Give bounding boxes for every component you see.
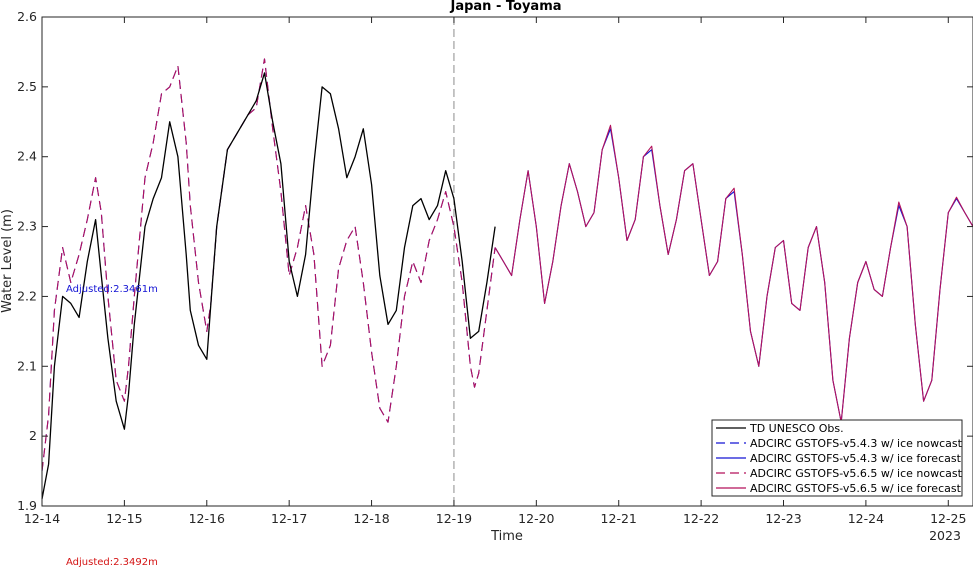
series-line xyxy=(41,58,496,472)
legend: TD UNESCO Obs. ADCIRC GSTOFS-v5.4.3 w/ ic… xyxy=(711,419,963,497)
x-tick-label: 12-23 xyxy=(765,511,801,526)
x-tick-label: 12-24 xyxy=(848,511,884,526)
x-axis-year-label: 2023 xyxy=(929,528,961,543)
x-tick-label: 12-15 xyxy=(106,511,142,526)
x-tick-label: 12-16 xyxy=(189,511,225,526)
y-tick-label: 2.1 xyxy=(17,358,37,373)
chart-title: Japan - Toyama xyxy=(449,0,561,14)
y-axis: 1.9 2 2.1 2.2 2.3 2.4 2.5 2.6 xyxy=(17,9,973,513)
legend-entry: ADCIRC GSTOFS-v5.6.5 w/ ice nowcast xyxy=(750,467,963,480)
x-axis-label: Time xyxy=(490,529,523,544)
y-tick-label: 2.4 xyxy=(17,149,37,164)
adjusted-forecast-label: Adjusted:2.3492m xyxy=(66,557,158,568)
legend-entry: ADCIRC GSTOFS-v5.4.3 w/ ice nowcast xyxy=(750,437,963,450)
legend-entry: ADCIRC GSTOFS-v5.6.5 w/ ice forecast xyxy=(750,482,962,495)
y-tick-label: 2.2 xyxy=(17,288,37,303)
y-axis-label: Water Level (m) xyxy=(0,209,15,313)
y-tick-label: 2.3 xyxy=(17,219,37,234)
y-tick-label: 2.5 xyxy=(17,79,37,94)
x-tick-label: 12-18 xyxy=(353,511,389,526)
x-axis: 12-14 12-15 12-16 12-17 12-18 12-19 12-20 12-21… xyxy=(24,17,966,526)
x-tick-label: 12-21 xyxy=(601,511,637,526)
legend-entry: TD UNESCO Obs. xyxy=(749,422,844,435)
plot-area xyxy=(41,17,973,506)
x-tick-label: 12-17 xyxy=(271,511,307,526)
series-line xyxy=(41,72,496,500)
adjusted-nowcast-label: Adjusted:2.3461m xyxy=(66,284,158,295)
legend-box xyxy=(711,419,963,497)
series-line xyxy=(494,124,973,423)
x-tick-label: 12-22 xyxy=(683,511,719,526)
axes-box xyxy=(41,16,973,507)
y-tick-label: 1.9 xyxy=(17,498,37,513)
x-tick-label: 12-20 xyxy=(518,511,554,526)
series-line xyxy=(494,128,973,423)
legend-entry: ADCIRC GSTOFS-v5.4.3 w/ ice forecast xyxy=(750,452,962,465)
x-tick-label: 12-14 xyxy=(24,511,60,526)
x-tick-label: 12-25 xyxy=(930,511,966,526)
series-line xyxy=(41,58,496,472)
x-tick-label: 12-19 xyxy=(436,511,472,526)
y-tick-label: 2 xyxy=(29,428,37,443)
y-tick-label: 2.6 xyxy=(17,9,37,24)
